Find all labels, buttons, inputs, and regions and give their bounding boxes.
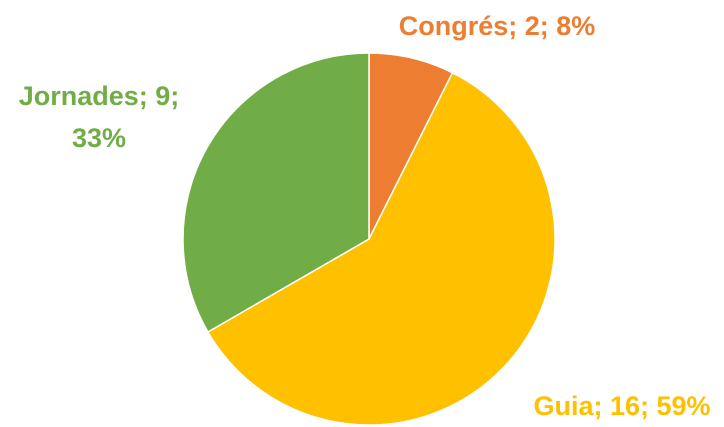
pie-slice-guia [206, 71, 556, 426]
pie-slices [182, 52, 556, 426]
data-label-jornades-line1: Jornades; 9; [19, 81, 180, 111]
data-label-congres: Congrés; 2; 8% [399, 11, 596, 41]
data-label-guia: Guia; 16; 59% [533, 391, 710, 421]
data-label-jornades-line2: 33% [72, 123, 126, 153]
pie-slice-jornades [182, 52, 370, 334]
